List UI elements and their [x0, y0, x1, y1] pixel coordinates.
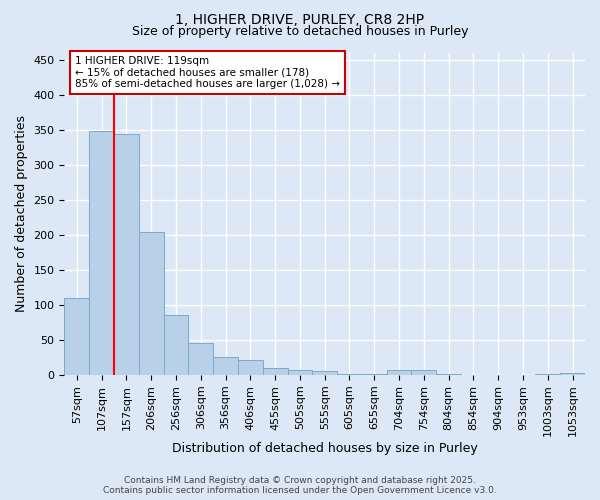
- X-axis label: Distribution of detached houses by size in Purley: Distribution of detached houses by size …: [172, 442, 478, 455]
- Y-axis label: Number of detached properties: Number of detached properties: [15, 115, 28, 312]
- Text: Size of property relative to detached houses in Purley: Size of property relative to detached ho…: [132, 25, 468, 38]
- Text: Contains HM Land Registry data © Crown copyright and database right 2025.
Contai: Contains HM Land Registry data © Crown c…: [103, 476, 497, 495]
- Bar: [313, 371, 337, 375]
- Bar: [89, 131, 114, 375]
- Bar: [263, 368, 287, 375]
- Text: 1, HIGHER DRIVE, PURLEY, CR8 2HP: 1, HIGHER DRIVE, PURLEY, CR8 2HP: [175, 12, 425, 26]
- Bar: [114, 134, 139, 375]
- Bar: [188, 342, 213, 375]
- Bar: [386, 370, 412, 375]
- Bar: [213, 358, 238, 375]
- Bar: [535, 374, 560, 375]
- Bar: [362, 374, 386, 375]
- Bar: [164, 316, 188, 375]
- Bar: [436, 374, 461, 375]
- Bar: [560, 373, 585, 375]
- Bar: [412, 370, 436, 375]
- Bar: [64, 298, 89, 375]
- Bar: [287, 370, 313, 375]
- Bar: [139, 232, 164, 375]
- Text: 1 HIGHER DRIVE: 119sqm
← 15% of detached houses are smaller (178)
85% of semi-de: 1 HIGHER DRIVE: 119sqm ← 15% of detached…: [75, 56, 340, 89]
- Bar: [337, 374, 362, 375]
- Bar: [238, 360, 263, 375]
